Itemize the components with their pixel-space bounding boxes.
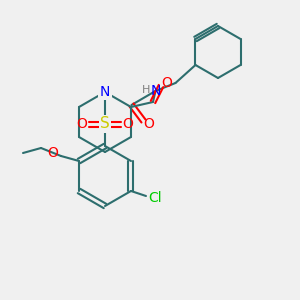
Text: N: N: [100, 85, 110, 99]
Text: N: N: [150, 84, 161, 98]
Text: O: O: [123, 117, 134, 131]
Text: S: S: [100, 116, 110, 131]
Text: O: O: [48, 146, 58, 160]
Text: O: O: [161, 76, 172, 90]
Text: O: O: [76, 117, 87, 131]
Text: H: H: [142, 85, 151, 95]
Text: O: O: [143, 117, 154, 131]
Text: Cl: Cl: [148, 191, 162, 205]
